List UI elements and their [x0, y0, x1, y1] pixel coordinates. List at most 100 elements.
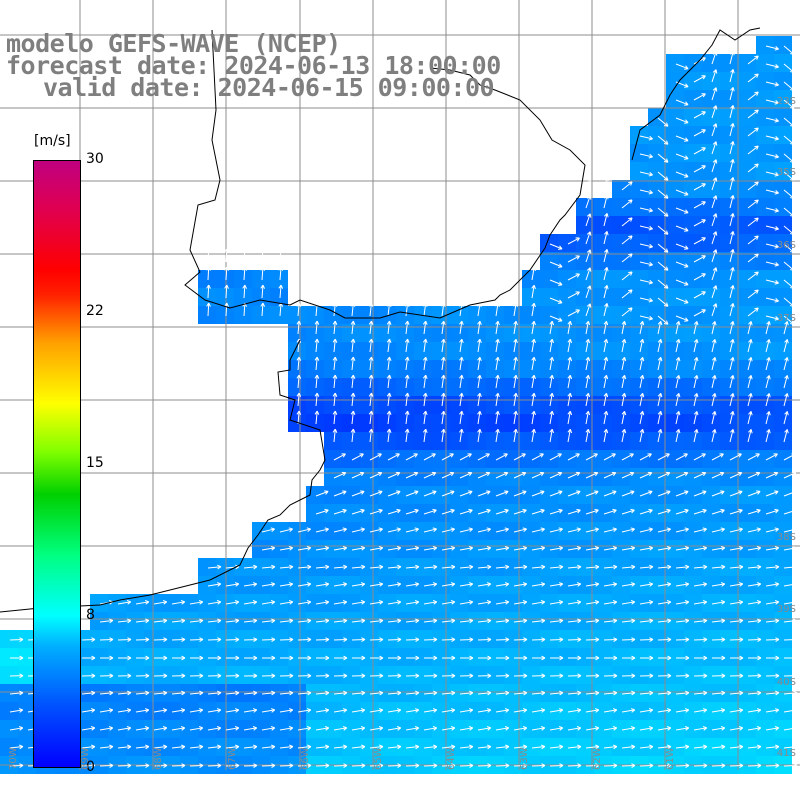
- wind-speed-cell: [486, 612, 504, 630]
- wind-speed-cell: [702, 216, 720, 234]
- wind-speed-cell: [486, 702, 504, 720]
- wind-arrow: [549, 279, 563, 286]
- wind-arrow: [441, 708, 456, 713]
- wind-speed-cell: [648, 504, 666, 522]
- wind-speed-cell: [756, 90, 774, 108]
- wind-speed-cell: [612, 198, 630, 216]
- wind-speed-cell: [378, 504, 396, 522]
- wind-speed-cell: [540, 378, 558, 396]
- wind-arrow: [639, 410, 645, 425]
- wind-speed-cell: [738, 216, 756, 234]
- wind-arrow: [693, 490, 707, 497]
- wind-arrow: [297, 527, 311, 533]
- wind-speed-cell: [666, 684, 684, 702]
- wind-arrow: [153, 673, 168, 679]
- wind-arrow: [207, 637, 222, 642]
- wind-arrow: [297, 600, 312, 605]
- wind-arrow: [747, 690, 762, 696]
- wind-speed-cell: [648, 234, 666, 252]
- wind-speed-cell: [720, 612, 738, 630]
- wind-arrow: [459, 600, 474, 605]
- wind-arrow: [711, 375, 717, 389]
- wind-arrow: [657, 315, 669, 325]
- wind-arrow: [747, 393, 753, 407]
- wind-speed-cell: [756, 738, 774, 756]
- wind-arrow: [711, 726, 726, 731]
- wind-speed-cell: [684, 666, 702, 684]
- wind-speed-cell: [450, 468, 468, 486]
- wind-arrow: [567, 600, 582, 605]
- wind-speed-cell: [558, 234, 576, 252]
- wind-arrow: [639, 189, 653, 195]
- wind-speed-cell: [720, 72, 738, 90]
- wind-speed-cell: [666, 630, 684, 648]
- wind-arrow: [567, 708, 582, 713]
- wind-speed-cell: [612, 468, 630, 486]
- wind-speed-cell: [234, 594, 252, 612]
- wind-speed-cell: [198, 630, 216, 648]
- wind-arrow: [783, 279, 795, 289]
- wind-speed-cell: [540, 342, 558, 360]
- wind-speed-cell: [396, 612, 414, 630]
- wind-arrow: [297, 655, 312, 661]
- wind-arrow: [441, 564, 456, 570]
- wind-arrow: [171, 763, 186, 768]
- wind-speed-cell: [450, 540, 468, 558]
- wind-speed-cell: [288, 306, 306, 324]
- wind-arrow: [639, 527, 653, 533]
- wind-arrow: [296, 374, 302, 389]
- wind-arrow: [423, 618, 438, 624]
- wind-arrow: [224, 266, 229, 281]
- wind-arrow: [440, 374, 446, 389]
- wind-speed-cell: [288, 594, 306, 612]
- wind-speed-cell: [612, 234, 630, 252]
- wind-speed-cell: [504, 594, 522, 612]
- wind-arrow: [459, 708, 474, 713]
- wind-speed-cell: [522, 378, 540, 396]
- wind-speed-cell: [306, 486, 324, 504]
- wind-arrow: [711, 582, 726, 587]
- wind-speed-cell: [702, 648, 720, 666]
- wind-arrow: [639, 744, 654, 750]
- wind-speed-cell: [360, 342, 378, 360]
- wind-speed-cell: [594, 360, 612, 378]
- wind-speed-cell: [594, 522, 612, 540]
- wind-arrow: [387, 471, 401, 479]
- wind-speed-cell: [360, 450, 378, 468]
- wind-speed-cell: [630, 540, 648, 558]
- wind-speed-cell: [774, 594, 792, 612]
- wind-arrow: [261, 564, 276, 570]
- wind-speed-cell: [738, 558, 756, 576]
- wind-arrow: [783, 655, 798, 661]
- wind-speed-cell: [540, 396, 558, 414]
- wind-speed-cell: [648, 738, 666, 756]
- wind-arrow: [639, 564, 654, 570]
- wind-arrow: [603, 564, 618, 570]
- wind-speed-cell: [216, 288, 234, 306]
- wind-arrow: [585, 213, 592, 227]
- wind-speed-cell: [306, 522, 324, 540]
- wind-speed-cell: [396, 576, 414, 594]
- wind-arrow: [495, 690, 510, 696]
- wind-arrow: [693, 255, 706, 263]
- wind-arrow: [531, 453, 544, 461]
- wind-arrow: [675, 315, 689, 322]
- wind-arrow: [585, 392, 591, 407]
- wind-arrow: [711, 429, 717, 443]
- wind-speed-cell: [774, 216, 792, 234]
- wind-arrow: [404, 392, 410, 407]
- wind-speed-cell: [396, 684, 414, 702]
- wind-arrow: [693, 201, 706, 209]
- wind-arrow: [621, 338, 627, 353]
- wind-speed-cell: [720, 180, 738, 198]
- wind-arrow: [711, 177, 718, 191]
- wind-speed-cell: [630, 234, 648, 252]
- wind-speed-cell: [18, 702, 36, 720]
- wind-speed-cell: [324, 396, 342, 414]
- wind-arrow: [332, 374, 338, 389]
- wind-arrow: [567, 338, 573, 353]
- wind-arrow: [747, 600, 762, 605]
- wind-arrow: [333, 545, 348, 551]
- wind-arrow: [657, 279, 669, 289]
- wind-speed-cell: [414, 504, 432, 522]
